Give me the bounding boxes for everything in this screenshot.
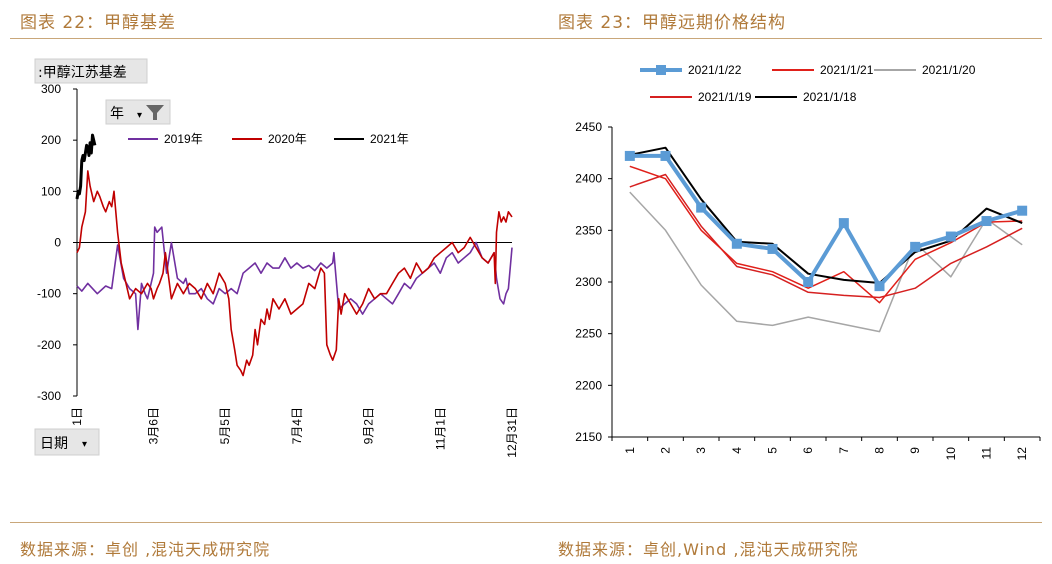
series-line-2021/1/18 <box>629 146 1023 284</box>
x-tick-label: 12 <box>1015 447 1029 461</box>
x-tick-label: 8 <box>873 447 887 454</box>
x-tick-label: 1 <box>623 447 637 454</box>
y-tick-label: 2400 <box>575 172 602 186</box>
legend-marker <box>656 65 666 75</box>
filter-icon <box>146 105 164 120</box>
data-point <box>945 231 956 242</box>
series-button-label: :甲醇江苏基差 <box>38 64 127 81</box>
y-tick-label: 100 <box>41 184 61 198</box>
x-tick-label: 9月2日 <box>362 407 376 444</box>
series-line-2021年 <box>75 133 97 200</box>
x-tick-label: 1日 <box>70 407 84 426</box>
x-tick-label: 2 <box>659 447 673 454</box>
data-point <box>838 218 849 229</box>
methanol-basis-chart: :甲醇江苏基差 年 ▾ 日期 ▾ 300 200 100 0 -100 -200 -300 1… <box>34 58 519 458</box>
right-source: 数据来源：卓创,Wind ,混沌天成研究院 <box>558 540 859 559</box>
x-tick-label: 5月5日 <box>218 407 232 444</box>
y-tick-label: 2450 <box>575 120 602 134</box>
legend-label: 2021/1/22 <box>688 63 742 77</box>
y-tick-label: 2300 <box>575 275 602 289</box>
date-filter-button[interactable]: 日期 ▾ <box>34 428 100 456</box>
y-tick-label: 2250 <box>575 327 602 341</box>
x-tick-label: 5 <box>766 447 780 454</box>
legend-label: 2021/1/19 <box>698 90 752 104</box>
x-tick-label: 6 <box>801 447 815 454</box>
y-tick-label: 2150 <box>575 430 602 444</box>
y-tick-label: 0 <box>54 236 61 250</box>
data-point <box>660 150 671 161</box>
left-figure-title: 图表 22：甲醇基差 <box>20 13 177 33</box>
legend-label: 2021/1/21 <box>820 63 874 77</box>
left-source: 数据来源：卓创 ,混沌天成研究院 <box>20 540 271 559</box>
x-tick-label: 12月31日 <box>505 407 519 458</box>
x-tick-label: 4 <box>730 447 744 454</box>
data-point <box>1017 205 1028 216</box>
legend-label: 2021年 <box>370 132 409 146</box>
series-line-2021/1/20 <box>629 191 1023 333</box>
series-line-2019年 <box>76 226 513 331</box>
data-point <box>767 243 778 254</box>
dropdown-arrow-icon: ▾ <box>137 110 142 121</box>
x-tick-label: 7 <box>837 447 851 454</box>
series-line-2021/1/21 <box>629 165 1023 304</box>
year-filter-button[interactable]: 年 ▾ <box>105 99 171 125</box>
data-point <box>803 277 814 287</box>
data-point <box>696 202 707 213</box>
data-point <box>910 241 921 252</box>
y-tick-label: -100 <box>37 287 61 301</box>
series-line-2021/1/22 <box>629 153 1023 289</box>
data-point <box>981 216 992 227</box>
data-point <box>874 281 885 292</box>
x-tick-label: 10 <box>944 447 958 461</box>
y-tick-label: 300 <box>41 82 61 96</box>
legend-label: 2020年 <box>268 132 307 146</box>
data-point <box>731 238 742 249</box>
data-point <box>624 150 635 161</box>
year-filter-label: 年 <box>110 106 124 122</box>
legend-label: 2021/1/18 <box>803 90 857 104</box>
x-tick-label: 11月1日 <box>433 407 447 450</box>
y-tick-label: -200 <box>37 338 61 352</box>
y-tick-label: 2350 <box>575 223 602 237</box>
series-line-2021/1/19 <box>629 173 1023 299</box>
y-tick-label: 2200 <box>575 378 602 392</box>
methanol-forward-curve-chart: 2021/1/22 2021/1/21 2021/1/20 2021/1/19 2021… <box>575 63 1041 461</box>
series-button[interactable]: :甲醇江苏基差 <box>34 58 148 84</box>
right-figure-title: 图表 23：甲醇远期价格结构 <box>558 13 787 33</box>
date-filter-label: 日期 <box>40 436 68 452</box>
y-tick-label: 200 <box>41 133 61 147</box>
x-tick-label: 11 <box>980 447 994 460</box>
x-tick-label: 3月6日 <box>146 407 160 444</box>
dropdown-arrow-icon: ▾ <box>82 439 87 450</box>
legend-label: 2019年 <box>164 132 203 146</box>
series-line-2020年 <box>76 170 513 377</box>
x-tick-label: 9 <box>908 447 922 454</box>
x-tick-label: 7月4日 <box>290 407 304 444</box>
x-tick-label: 3 <box>694 447 708 454</box>
header-divider <box>10 38 1042 39</box>
y-tick-label: -300 <box>37 389 61 403</box>
legend-label: 2021/1/20 <box>922 63 976 77</box>
footer-divider <box>10 522 1042 523</box>
